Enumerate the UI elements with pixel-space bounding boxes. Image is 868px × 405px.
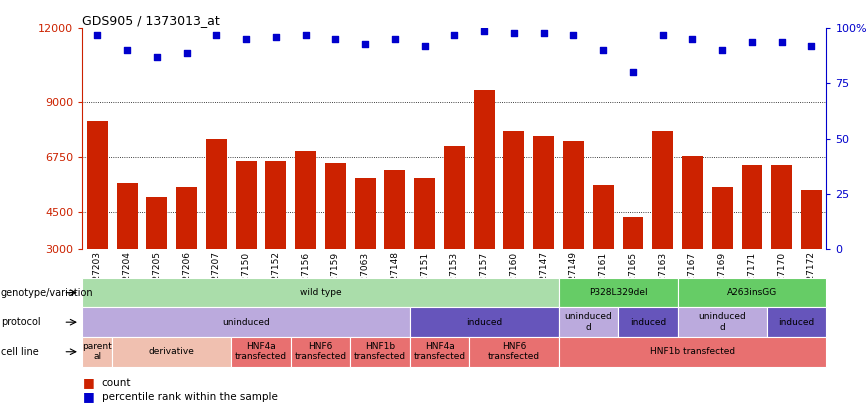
Point xyxy=(745,38,759,45)
Bar xyxy=(266,160,286,322)
Point xyxy=(507,30,521,36)
Text: protocol: protocol xyxy=(1,317,41,327)
Text: uninduced: uninduced xyxy=(222,318,270,327)
Text: HNF1b
transfected: HNF1b transfected xyxy=(354,342,406,361)
Point xyxy=(477,27,491,34)
Point xyxy=(358,40,372,47)
Point xyxy=(655,32,669,38)
Point xyxy=(209,32,223,38)
Text: count: count xyxy=(102,378,131,388)
Point xyxy=(626,69,640,76)
Point xyxy=(240,36,253,43)
Bar xyxy=(325,163,345,322)
Bar xyxy=(682,156,703,322)
Point xyxy=(299,32,312,38)
Bar xyxy=(355,178,376,322)
Point xyxy=(418,43,431,49)
Text: induced: induced xyxy=(779,318,815,327)
Text: ■: ■ xyxy=(82,376,95,389)
Text: percentile rank within the sample: percentile rank within the sample xyxy=(102,392,278,402)
Bar xyxy=(563,141,584,322)
Bar xyxy=(801,190,822,322)
Text: HNF6
transfected: HNF6 transfected xyxy=(488,342,540,361)
Point xyxy=(596,47,610,53)
Text: genotype/variation: genotype/variation xyxy=(1,288,94,298)
Text: induced: induced xyxy=(466,318,503,327)
Point xyxy=(269,34,283,40)
Text: wild type: wild type xyxy=(299,288,341,297)
Text: HNF4a
transfected: HNF4a transfected xyxy=(235,342,287,361)
Bar xyxy=(444,146,464,322)
Point xyxy=(536,30,550,36)
Text: induced: induced xyxy=(629,318,666,327)
Text: HNF1b transfected: HNF1b transfected xyxy=(650,347,735,356)
Point xyxy=(180,49,194,56)
Bar xyxy=(622,217,643,322)
Text: cell line: cell line xyxy=(1,347,38,357)
Point xyxy=(567,32,581,38)
Point xyxy=(448,32,462,38)
Bar xyxy=(414,178,435,322)
Bar xyxy=(147,197,168,322)
Bar xyxy=(385,171,405,322)
Bar xyxy=(116,183,137,322)
Point xyxy=(715,47,729,53)
Text: HNF6
transfected: HNF6 transfected xyxy=(294,342,346,361)
Text: parent
al: parent al xyxy=(82,342,112,361)
Text: GDS905 / 1373013_at: GDS905 / 1373013_at xyxy=(82,14,220,27)
Text: A263insGG: A263insGG xyxy=(727,288,777,297)
Point xyxy=(805,43,819,49)
Bar xyxy=(712,188,733,322)
Bar xyxy=(503,131,524,322)
Bar xyxy=(652,131,673,322)
Text: ■: ■ xyxy=(82,390,95,403)
Text: P328L329del: P328L329del xyxy=(589,288,648,297)
Bar xyxy=(87,122,108,322)
Point xyxy=(90,32,104,38)
Point xyxy=(388,36,402,43)
Bar xyxy=(772,165,792,322)
Bar xyxy=(295,151,316,322)
Text: uninduced
d: uninduced d xyxy=(699,313,746,332)
Text: HNF4a
transfected: HNF4a transfected xyxy=(413,342,465,361)
Point xyxy=(775,38,789,45)
Bar xyxy=(741,165,762,322)
Point xyxy=(150,54,164,60)
Bar xyxy=(176,188,197,322)
Bar xyxy=(236,160,257,322)
Bar xyxy=(593,185,614,322)
Point xyxy=(686,36,700,43)
Point xyxy=(328,36,342,43)
Point xyxy=(120,47,134,53)
Bar xyxy=(206,139,227,322)
Text: derivative: derivative xyxy=(148,347,194,356)
Bar xyxy=(533,136,554,322)
Text: uninduced
d: uninduced d xyxy=(564,313,612,332)
Bar xyxy=(474,90,495,322)
